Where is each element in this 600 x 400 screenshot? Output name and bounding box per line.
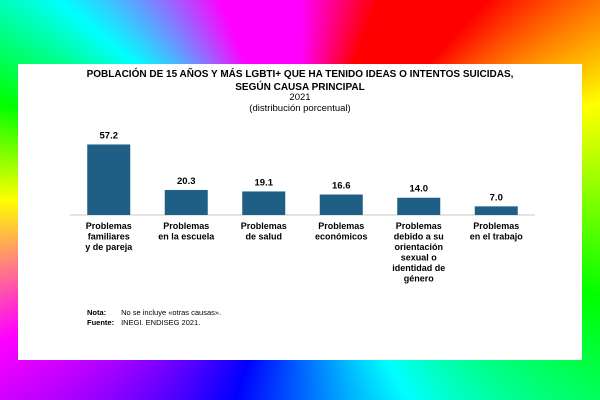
data-label: 19.1 bbox=[255, 177, 274, 188]
bar bbox=[397, 197, 441, 215]
source-text: INEGI. ENDISEG 2021. bbox=[121, 318, 201, 327]
source-label: Fuente: bbox=[87, 318, 115, 327]
category-label: Problemas económicos bbox=[315, 221, 368, 242]
bar-chart: 57.2 Problemas familiares y de pareja 20.3 Pr… bbox=[70, 130, 535, 284]
category-label: Problemas en la escuela bbox=[158, 221, 215, 242]
chart-subtitle-unit: (distribución porcentual) bbox=[249, 103, 351, 114]
chart-title-line1: POBLACIÓN DE 15 AÑOS Y MÁS LGBTI+ QUE HA… bbox=[86, 69, 514, 80]
data-label: 14.0 bbox=[410, 184, 429, 195]
category-label: Problemas familiares y de pareja bbox=[85, 221, 133, 252]
chart-title-line2: SEGÚN CAUSA PRINCIPAL bbox=[235, 82, 365, 93]
bar bbox=[474, 206, 518, 215]
bar bbox=[164, 189, 208, 215]
bar bbox=[319, 194, 363, 215]
data-label: 20.3 bbox=[177, 176, 196, 187]
chart-subtitle-year: 2021 bbox=[289, 92, 311, 103]
source-line: Fuente: INEGI. ENDISEG 2021. bbox=[87, 318, 200, 327]
note-text: No se incluye «otras causas». bbox=[121, 308, 222, 317]
category-label: Problemas de salud bbox=[241, 221, 287, 242]
data-label: 57.2 bbox=[100, 130, 119, 141]
note-line: Nota: No se incluye «otras causas». bbox=[87, 308, 221, 317]
chart-card: POBLACIÓN DE 15 AÑOS Y MÁS LGBTI+ QUE HA… bbox=[18, 64, 582, 360]
data-label: 7.0 bbox=[490, 192, 503, 203]
category-label: Problemas en el trabajo bbox=[470, 221, 524, 242]
bar bbox=[87, 144, 131, 215]
data-label: 16.6 bbox=[332, 181, 351, 192]
bar bbox=[242, 191, 286, 215]
note-label: Nota: bbox=[87, 308, 107, 317]
